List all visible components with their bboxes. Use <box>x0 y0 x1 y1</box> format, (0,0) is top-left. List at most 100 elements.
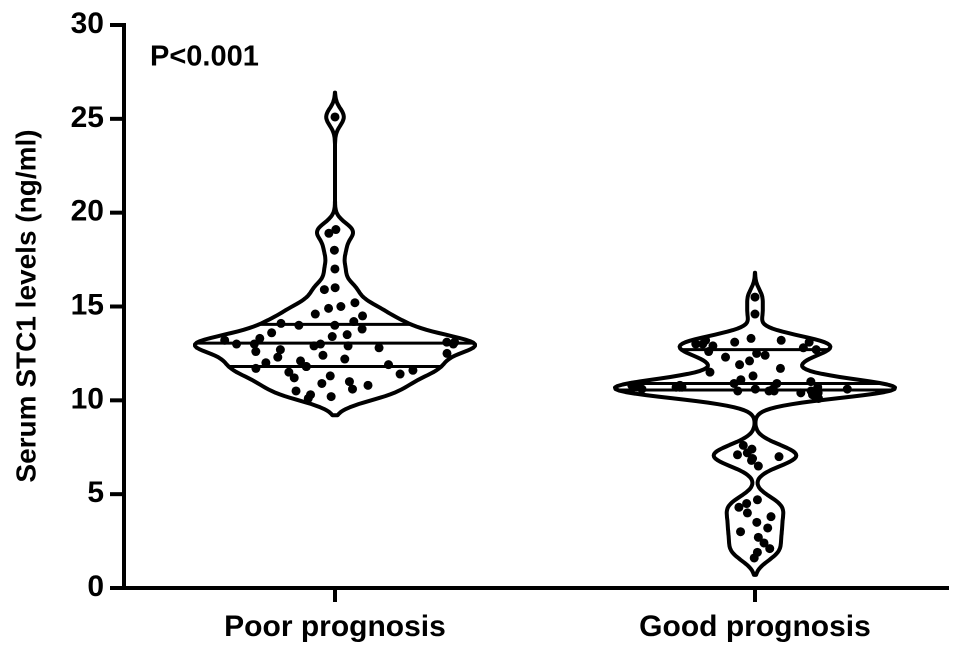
data-point <box>289 373 299 383</box>
data-point <box>303 393 313 403</box>
data-point <box>745 356 755 366</box>
data-point <box>317 378 327 388</box>
data-point <box>766 512 776 522</box>
data-point <box>448 339 458 349</box>
data-point <box>776 335 786 345</box>
data-point <box>350 298 360 308</box>
data-point <box>733 450 743 460</box>
data-point <box>750 384 760 394</box>
data-point <box>814 393 824 403</box>
data-point <box>750 309 760 319</box>
data-point <box>358 311 368 321</box>
data-point <box>796 388 806 398</box>
data-point <box>742 508 752 518</box>
data-point <box>749 553 759 563</box>
data-point <box>331 225 341 235</box>
data-point <box>261 358 271 368</box>
x-tick-label: Good prognosis <box>639 610 871 643</box>
y-tick-label: 0 <box>87 570 104 603</box>
data-point <box>806 377 816 387</box>
data-point <box>775 363 785 373</box>
data-point <box>691 339 701 349</box>
data-point <box>319 285 329 295</box>
data-point <box>318 350 328 360</box>
data-point <box>363 380 373 390</box>
y-tick-label: 20 <box>71 195 104 228</box>
data-point <box>637 384 647 394</box>
data-point <box>735 360 745 370</box>
data-point <box>733 386 743 396</box>
data-point <box>326 392 336 402</box>
data-point <box>251 363 261 373</box>
data-point <box>736 375 746 385</box>
data-point <box>675 382 685 392</box>
data-point <box>284 367 294 377</box>
data-point <box>738 440 748 450</box>
data-point <box>747 455 757 465</box>
data-point <box>752 517 762 527</box>
data-point <box>325 371 335 381</box>
data-point <box>232 339 242 349</box>
data-point <box>291 386 301 396</box>
data-point <box>296 356 306 366</box>
annotation: P<0.001 <box>150 41 259 73</box>
data-point <box>759 538 769 548</box>
data-point <box>811 345 821 355</box>
data-point <box>804 337 814 347</box>
data-point <box>329 245 339 255</box>
data-point <box>310 309 320 319</box>
data-point <box>340 354 350 364</box>
data-point <box>748 371 758 381</box>
data-point <box>698 339 708 349</box>
data-point <box>705 367 715 377</box>
data-point <box>255 333 265 343</box>
data-point <box>294 320 304 330</box>
data-point <box>276 318 286 328</box>
data-point <box>752 348 762 358</box>
y-axis-label: Serum STC1 levels (ng/ml) <box>10 129 41 482</box>
data-point <box>798 343 808 353</box>
x-tick-label: Poor prognosis <box>224 610 446 643</box>
y-tick-label: 15 <box>71 288 104 321</box>
data-point <box>349 317 359 327</box>
data-point <box>324 228 334 238</box>
data-point <box>309 341 319 351</box>
data-point <box>220 335 230 345</box>
y-tick-label: 10 <box>71 382 104 415</box>
data-point <box>842 384 852 394</box>
data-point <box>753 461 763 471</box>
data-point <box>344 377 354 387</box>
data-point <box>267 328 277 338</box>
data-point <box>249 339 259 349</box>
y-tick-label: 25 <box>71 101 104 134</box>
y-tick-label: 30 <box>71 7 104 40</box>
data-point <box>327 332 337 342</box>
data-point <box>742 499 752 509</box>
data-point <box>374 343 384 353</box>
data-point <box>730 337 740 347</box>
data-point <box>343 341 353 351</box>
data-point <box>348 384 358 394</box>
data-point <box>275 345 285 355</box>
data-point <box>704 347 714 357</box>
data-point <box>746 333 756 343</box>
data-point <box>769 386 779 396</box>
data-point <box>753 532 763 542</box>
data-point <box>395 369 405 379</box>
data-point <box>721 352 731 362</box>
data-point <box>774 452 784 462</box>
data-point <box>342 330 352 340</box>
data-point <box>324 303 334 313</box>
data-point <box>408 365 418 375</box>
data-point <box>357 324 367 334</box>
data-point <box>742 448 752 458</box>
data-point <box>763 523 773 533</box>
data-point <box>301 362 311 372</box>
data-point <box>273 352 283 362</box>
data-point <box>765 544 775 554</box>
data-point <box>384 360 394 370</box>
data-point <box>251 347 261 357</box>
y-tick-label: 5 <box>87 476 104 509</box>
